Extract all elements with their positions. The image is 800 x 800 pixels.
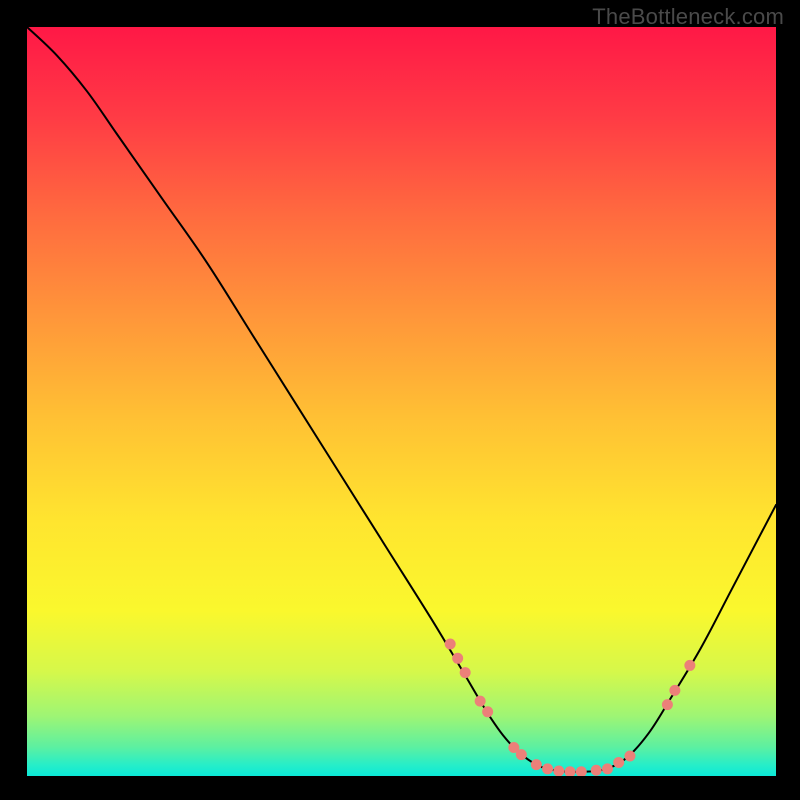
data-marker bbox=[453, 653, 463, 663]
data-marker bbox=[475, 696, 485, 706]
data-marker bbox=[543, 764, 553, 774]
data-marker bbox=[662, 700, 672, 710]
page-root: TheBottleneck.com bbox=[0, 0, 800, 800]
data-marker bbox=[591, 765, 601, 775]
chart-background bbox=[27, 27, 776, 776]
data-marker bbox=[460, 668, 470, 678]
chart-svg bbox=[27, 27, 776, 776]
data-marker bbox=[625, 751, 635, 761]
data-marker bbox=[554, 766, 564, 776]
data-marker bbox=[445, 639, 455, 649]
data-marker bbox=[483, 707, 493, 717]
data-marker bbox=[614, 757, 624, 767]
data-marker bbox=[565, 767, 575, 776]
chart-plot-area bbox=[27, 27, 776, 776]
data-marker bbox=[670, 685, 680, 695]
data-marker bbox=[516, 750, 526, 760]
data-marker bbox=[602, 764, 612, 774]
data-marker bbox=[685, 660, 695, 670]
data-marker bbox=[576, 767, 586, 776]
data-marker bbox=[531, 760, 541, 770]
